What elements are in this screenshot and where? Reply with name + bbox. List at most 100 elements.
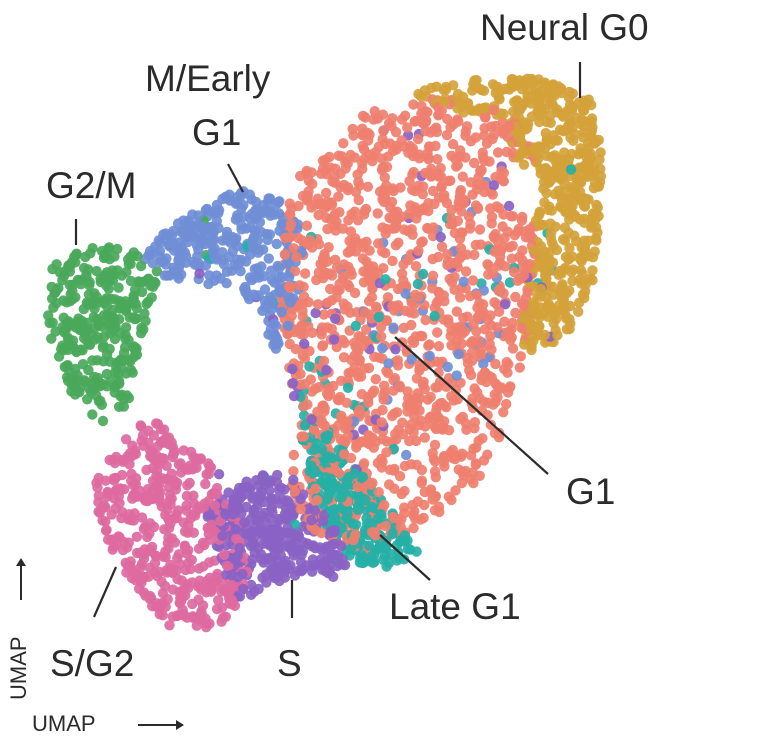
point-g1 bbox=[280, 249, 290, 259]
label-early-g1: G1 bbox=[192, 114, 241, 151]
point-s bbox=[259, 528, 269, 538]
point-g1 bbox=[411, 393, 421, 403]
point-g1 bbox=[488, 189, 498, 199]
point-lateg1 bbox=[566, 164, 576, 174]
point-s bbox=[329, 539, 339, 549]
point-g1 bbox=[469, 423, 479, 433]
point-g1 bbox=[415, 514, 425, 524]
point-s bbox=[237, 569, 247, 579]
point-g2m bbox=[79, 333, 89, 343]
point-g1 bbox=[419, 109, 429, 119]
point-g1 bbox=[320, 268, 330, 278]
point-mearly bbox=[258, 208, 268, 218]
point-g2m bbox=[72, 386, 82, 396]
point-g2m bbox=[98, 416, 108, 426]
point-neural_g0 bbox=[588, 252, 598, 262]
point-mearly bbox=[206, 232, 216, 242]
point-g1 bbox=[442, 249, 452, 259]
point-g1 bbox=[516, 323, 526, 333]
point-sg2 bbox=[200, 479, 210, 489]
point-g1 bbox=[407, 169, 417, 179]
point-g2m bbox=[87, 409, 97, 419]
point-g2m bbox=[119, 348, 129, 358]
point-mearly bbox=[425, 351, 435, 361]
point-neural_g0 bbox=[562, 324, 572, 334]
point-g1 bbox=[504, 329, 514, 339]
point-s bbox=[257, 573, 267, 583]
point-sg2 bbox=[160, 581, 170, 591]
point-mearly bbox=[255, 217, 265, 227]
y-axis-title: UMAP bbox=[8, 636, 30, 700]
point-neural_g0 bbox=[546, 152, 556, 162]
point-neural_g0 bbox=[534, 141, 544, 151]
point-neural_g0 bbox=[565, 301, 575, 311]
point-mearly bbox=[269, 278, 279, 288]
point-s bbox=[255, 493, 265, 503]
label-s: S bbox=[277, 645, 302, 682]
point-mearly bbox=[201, 260, 211, 270]
point-sg2 bbox=[218, 613, 228, 623]
point-neural_g0 bbox=[539, 308, 549, 318]
point-g1 bbox=[341, 163, 351, 173]
point-g1 bbox=[371, 374, 381, 384]
point-g1 bbox=[441, 402, 451, 412]
point-neural_g0 bbox=[577, 115, 587, 125]
point-g2m bbox=[147, 292, 157, 302]
point-neural_g0 bbox=[541, 163, 551, 173]
point-g1 bbox=[428, 448, 438, 458]
point-g1 bbox=[478, 396, 488, 406]
point-lateg1 bbox=[326, 474, 336, 484]
point-sg2 bbox=[204, 557, 214, 567]
point-g1 bbox=[490, 121, 500, 131]
point-s bbox=[287, 364, 297, 374]
point-g1 bbox=[339, 352, 349, 362]
point-neural_g0 bbox=[493, 82, 503, 92]
point-g1 bbox=[387, 256, 397, 266]
point-g1 bbox=[454, 197, 464, 207]
x-axis-arrowhead bbox=[176, 720, 184, 730]
point-g2m bbox=[130, 314, 140, 324]
point-sg2 bbox=[179, 445, 189, 455]
point-lateg1 bbox=[374, 312, 384, 322]
point-g1 bbox=[453, 160, 463, 170]
point-mearly bbox=[377, 343, 387, 353]
point-sg2 bbox=[158, 610, 168, 620]
point-sg2 bbox=[136, 578, 146, 588]
point-g2m bbox=[113, 283, 123, 293]
point-g1 bbox=[387, 411, 397, 421]
point-g2m bbox=[43, 310, 53, 320]
point-neural_g0 bbox=[580, 286, 590, 296]
point-g1 bbox=[458, 412, 468, 422]
point-g1 bbox=[423, 394, 433, 404]
point-sg2 bbox=[180, 542, 190, 552]
point-g2m bbox=[127, 251, 137, 261]
point-g1 bbox=[405, 307, 415, 317]
point-g1 bbox=[344, 236, 354, 246]
point-g2m bbox=[54, 351, 64, 361]
point-mearly bbox=[181, 258, 191, 268]
point-neural_g0 bbox=[553, 270, 563, 280]
point-g1 bbox=[343, 431, 353, 441]
point-sg2 bbox=[168, 442, 178, 452]
point-g2m bbox=[109, 320, 119, 330]
point-g1 bbox=[494, 307, 504, 317]
point-mearly bbox=[209, 208, 219, 218]
point-mearly bbox=[263, 329, 273, 339]
point-lateg1 bbox=[310, 465, 320, 475]
point-g2m bbox=[107, 305, 117, 315]
point-g1 bbox=[313, 194, 323, 204]
point-mearly bbox=[277, 307, 287, 317]
point-g1 bbox=[400, 111, 410, 121]
point-g1 bbox=[400, 461, 410, 471]
point-lateg1 bbox=[413, 279, 423, 289]
point-neural_g0 bbox=[550, 222, 560, 232]
label-g2m: G2/M bbox=[46, 167, 136, 204]
point-neural_g0 bbox=[420, 85, 430, 95]
point-sg2 bbox=[202, 576, 212, 586]
point-sg2 bbox=[160, 547, 170, 557]
point-neural_g0 bbox=[522, 74, 532, 84]
point-g1 bbox=[418, 189, 428, 199]
point-g1 bbox=[516, 351, 526, 361]
point-g1 bbox=[391, 144, 401, 154]
point-s bbox=[246, 541, 256, 551]
